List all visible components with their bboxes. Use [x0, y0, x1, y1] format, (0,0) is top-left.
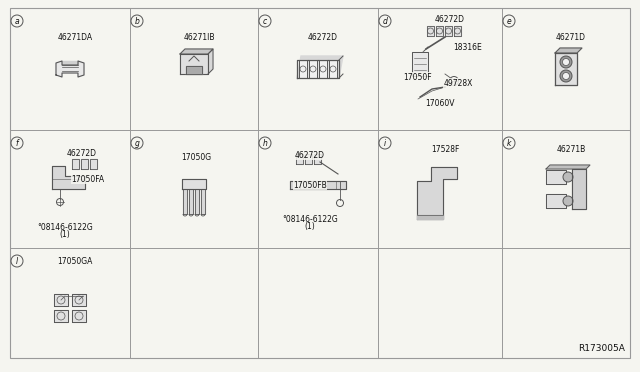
Text: 18316E: 18316E — [454, 42, 483, 51]
Circle shape — [563, 58, 570, 65]
Polygon shape — [417, 215, 443, 219]
Polygon shape — [299, 60, 307, 78]
Text: 17528F: 17528F — [431, 144, 459, 154]
Polygon shape — [454, 26, 461, 36]
Text: (1): (1) — [305, 222, 316, 231]
Text: g: g — [134, 138, 140, 148]
Polygon shape — [195, 189, 199, 214]
Polygon shape — [62, 61, 78, 65]
Text: e: e — [507, 16, 511, 26]
Polygon shape — [90, 159, 97, 169]
Text: °08146-6122G: °08146-6122G — [37, 222, 93, 231]
Polygon shape — [314, 154, 321, 164]
Circle shape — [563, 73, 570, 80]
Polygon shape — [180, 54, 208, 74]
Text: 17050FB: 17050FB — [293, 180, 327, 189]
Polygon shape — [546, 194, 566, 208]
Polygon shape — [309, 60, 317, 78]
Text: (1): (1) — [60, 231, 70, 240]
Text: 46271DA: 46271DA — [58, 32, 93, 42]
Polygon shape — [186, 66, 202, 74]
Polygon shape — [329, 60, 337, 78]
Polygon shape — [546, 170, 566, 184]
Polygon shape — [72, 310, 86, 322]
Text: 46271IB: 46271IB — [183, 32, 215, 42]
Circle shape — [560, 70, 572, 82]
Text: l: l — [16, 257, 18, 266]
Polygon shape — [201, 189, 205, 214]
Text: 46272D: 46272D — [295, 151, 325, 160]
Polygon shape — [546, 165, 590, 169]
Text: 46272D: 46272D — [67, 148, 97, 157]
Text: d: d — [383, 16, 387, 26]
Polygon shape — [182, 179, 206, 189]
Text: 17060V: 17060V — [425, 99, 455, 108]
Text: 17050GA: 17050GA — [58, 257, 93, 266]
Polygon shape — [72, 294, 86, 306]
Text: k: k — [507, 138, 511, 148]
Text: 46271B: 46271B — [556, 144, 586, 154]
Polygon shape — [81, 159, 88, 169]
Circle shape — [563, 196, 573, 206]
Polygon shape — [572, 169, 586, 209]
Polygon shape — [417, 167, 457, 219]
Polygon shape — [436, 26, 443, 36]
Text: R173005A: R173005A — [578, 344, 625, 353]
Polygon shape — [54, 294, 68, 306]
Text: 49728X: 49728X — [444, 78, 473, 87]
Polygon shape — [208, 49, 213, 74]
Text: 46272D: 46272D — [435, 15, 465, 23]
Text: i: i — [384, 138, 386, 148]
Text: 17050F: 17050F — [404, 73, 432, 81]
Polygon shape — [555, 48, 582, 53]
Polygon shape — [412, 52, 428, 76]
Polygon shape — [72, 159, 79, 169]
Text: 46271D: 46271D — [556, 32, 586, 42]
Polygon shape — [290, 181, 346, 189]
Text: 17050FA: 17050FA — [72, 174, 104, 183]
Text: c: c — [263, 16, 267, 26]
Polygon shape — [296, 154, 303, 164]
Polygon shape — [180, 49, 213, 54]
Polygon shape — [555, 53, 577, 85]
Text: f: f — [16, 138, 19, 148]
Polygon shape — [305, 154, 312, 164]
Polygon shape — [56, 61, 84, 77]
Polygon shape — [52, 166, 85, 189]
Polygon shape — [445, 26, 452, 36]
Polygon shape — [189, 189, 193, 214]
Circle shape — [563, 172, 573, 182]
Text: °08146-6122G: °08146-6122G — [282, 215, 338, 224]
Text: 46272D: 46272D — [308, 32, 338, 42]
Text: h: h — [262, 138, 268, 148]
Text: 17050G: 17050G — [181, 153, 211, 161]
Circle shape — [560, 56, 572, 68]
Text: b: b — [134, 16, 140, 26]
Polygon shape — [319, 60, 327, 78]
Polygon shape — [297, 56, 343, 78]
Polygon shape — [183, 189, 187, 214]
Polygon shape — [427, 26, 434, 36]
Text: a: a — [15, 16, 19, 26]
Polygon shape — [54, 310, 68, 322]
